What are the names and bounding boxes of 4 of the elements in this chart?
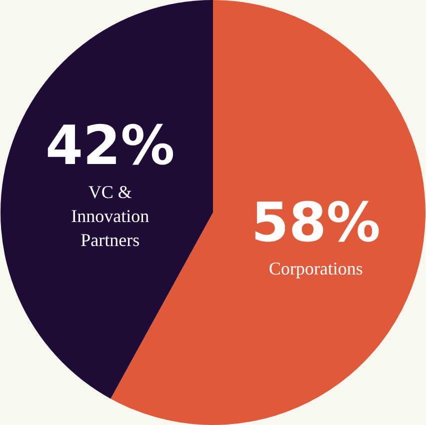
slice-label: Corporations	[268, 258, 363, 279]
slice-label: VC & Innovation Partners	[71, 182, 150, 250]
data-label: 42%	[45, 114, 175, 178]
data-label: 58%	[251, 190, 381, 254]
